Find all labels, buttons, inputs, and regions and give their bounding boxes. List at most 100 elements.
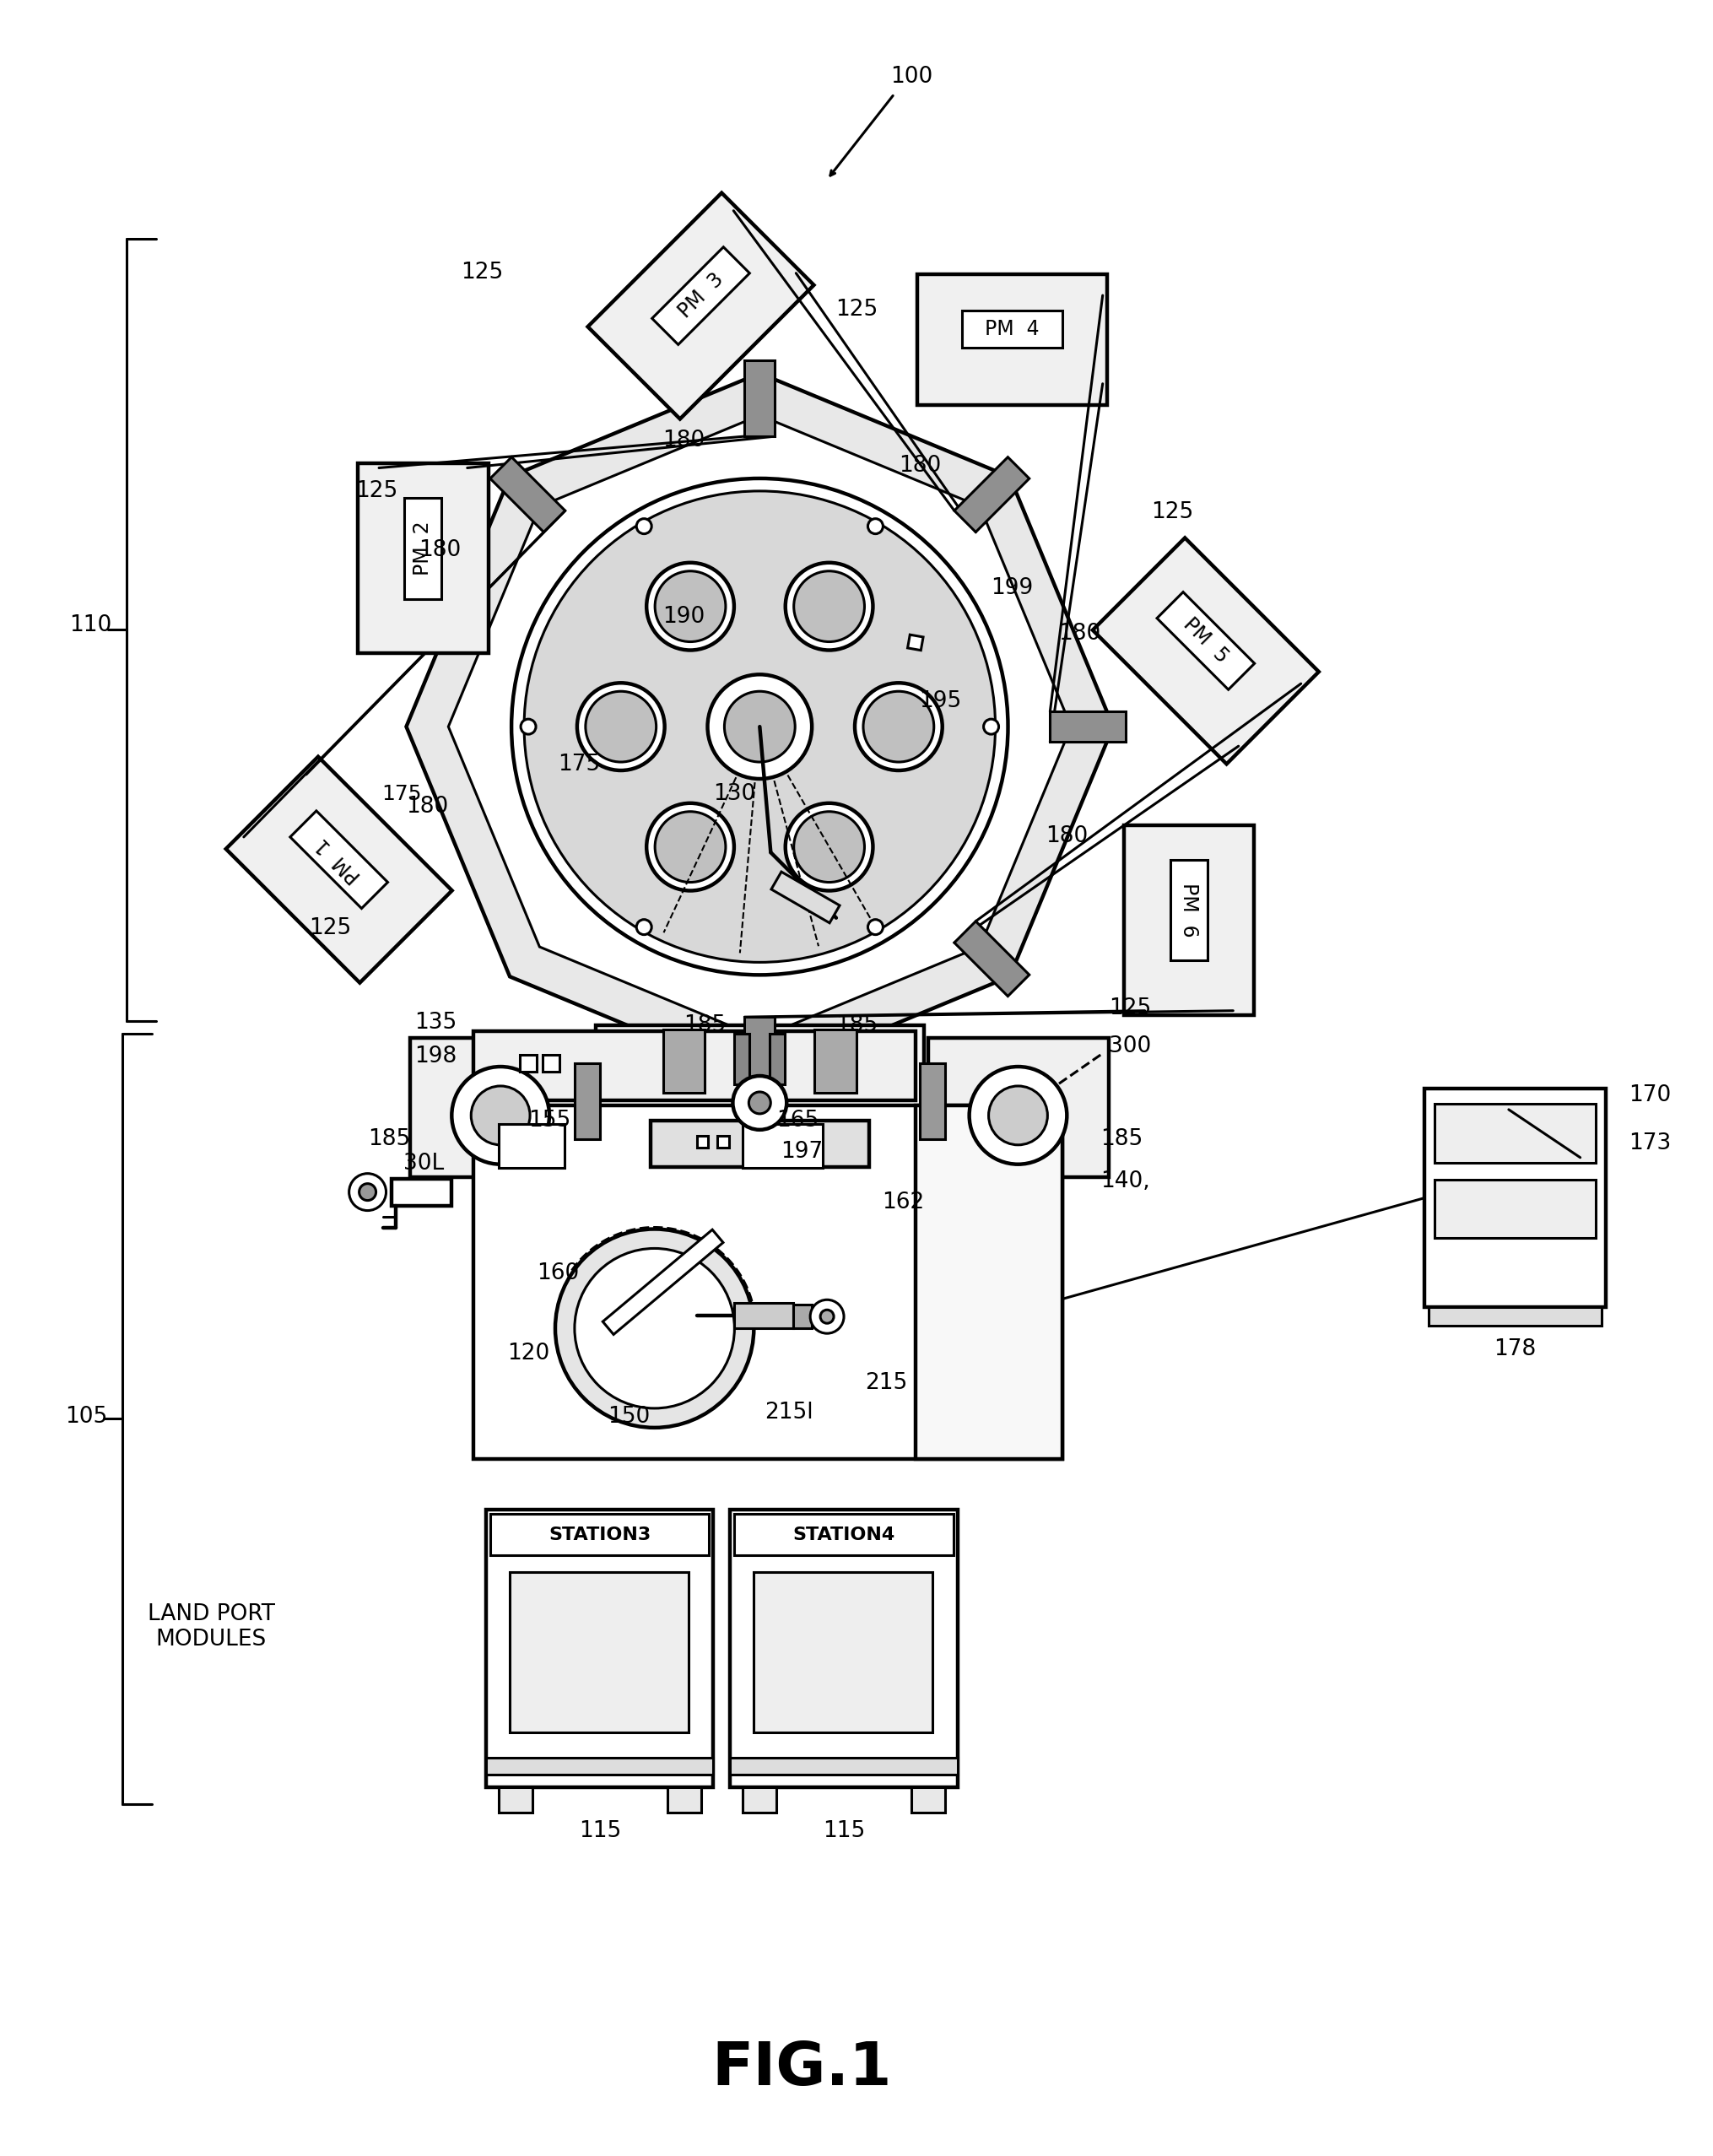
Text: 105: 105 bbox=[65, 1406, 108, 1427]
Bar bbox=[391, 1179, 452, 1205]
Bar bbox=[666, 1787, 701, 1813]
Text: 175: 175 bbox=[382, 785, 421, 804]
Polygon shape bbox=[404, 498, 442, 599]
Text: 185: 185 bbox=[1100, 1128, 1143, 1149]
Circle shape bbox=[725, 692, 795, 761]
Text: 178: 178 bbox=[1492, 1339, 1535, 1360]
Text: 180: 180 bbox=[1059, 623, 1100, 645]
Text: 180: 180 bbox=[898, 455, 940, 476]
Circle shape bbox=[983, 720, 999, 735]
Bar bbox=[735, 1035, 749, 1084]
Polygon shape bbox=[449, 416, 1071, 1037]
Text: 180: 180 bbox=[418, 539, 461, 561]
Bar bbox=[927, 1037, 1108, 1177]
Text: FIG.1: FIG.1 bbox=[711, 2040, 891, 2098]
Polygon shape bbox=[289, 811, 387, 908]
Polygon shape bbox=[961, 310, 1062, 347]
Circle shape bbox=[863, 692, 934, 761]
Text: 199: 199 bbox=[990, 578, 1033, 599]
Text: 125: 125 bbox=[834, 300, 877, 321]
Text: 30L: 30L bbox=[404, 1153, 444, 1175]
Polygon shape bbox=[771, 871, 839, 923]
Text: 125: 125 bbox=[461, 261, 504, 282]
Bar bbox=[490, 1514, 709, 1557]
Bar bbox=[486, 1509, 713, 1787]
Polygon shape bbox=[358, 464, 488, 653]
Text: PM  1: PM 1 bbox=[312, 832, 365, 886]
Text: 115: 115 bbox=[579, 1820, 620, 1841]
Circle shape bbox=[988, 1087, 1047, 1145]
Text: PM  4: PM 4 bbox=[985, 319, 1040, 341]
Text: 110: 110 bbox=[70, 614, 111, 636]
Circle shape bbox=[793, 811, 863, 882]
Polygon shape bbox=[916, 274, 1107, 405]
Circle shape bbox=[707, 675, 812, 778]
Text: 215: 215 bbox=[865, 1371, 906, 1395]
Text: 180: 180 bbox=[663, 429, 704, 451]
Text: 173: 173 bbox=[1629, 1132, 1670, 1153]
Text: 130: 130 bbox=[713, 783, 755, 804]
Text: 195: 195 bbox=[918, 690, 961, 711]
Circle shape bbox=[867, 520, 882, 535]
Circle shape bbox=[970, 1067, 1067, 1164]
Bar bbox=[915, 1106, 1062, 1460]
Bar bbox=[742, 1787, 776, 1813]
Circle shape bbox=[524, 492, 995, 962]
Polygon shape bbox=[954, 457, 1030, 533]
Circle shape bbox=[821, 1311, 833, 1324]
Circle shape bbox=[555, 1229, 754, 1427]
Polygon shape bbox=[651, 248, 749, 345]
Bar bbox=[509, 1572, 689, 1731]
Circle shape bbox=[452, 1067, 550, 1164]
Polygon shape bbox=[743, 1018, 774, 1093]
Text: 135: 135 bbox=[415, 1011, 457, 1035]
Text: 160: 160 bbox=[536, 1263, 579, 1285]
Text: 100: 100 bbox=[889, 67, 932, 88]
Polygon shape bbox=[1170, 860, 1208, 962]
Polygon shape bbox=[954, 921, 1030, 996]
Polygon shape bbox=[1156, 593, 1254, 690]
Text: STATION4: STATION4 bbox=[793, 1526, 894, 1544]
Bar bbox=[473, 1106, 1062, 1460]
Bar bbox=[519, 1054, 536, 1072]
Bar bbox=[718, 1136, 730, 1147]
Text: PM  6: PM 6 bbox=[1179, 882, 1199, 938]
Polygon shape bbox=[603, 1229, 723, 1335]
Bar bbox=[911, 1787, 944, 1813]
Text: 185: 185 bbox=[834, 1015, 877, 1037]
Bar bbox=[498, 1123, 564, 1169]
Bar bbox=[574, 1063, 600, 1138]
Circle shape bbox=[855, 683, 942, 770]
Circle shape bbox=[654, 571, 725, 642]
Text: LAND PORT
MODULES: LAND PORT MODULES bbox=[147, 1604, 274, 1651]
Bar bbox=[1434, 1104, 1595, 1162]
Circle shape bbox=[510, 479, 1007, 975]
Circle shape bbox=[521, 720, 536, 735]
Polygon shape bbox=[406, 373, 1113, 1080]
Circle shape bbox=[654, 811, 725, 882]
Text: 155: 155 bbox=[528, 1110, 570, 1132]
Polygon shape bbox=[226, 757, 452, 983]
Text: PM  2: PM 2 bbox=[413, 522, 433, 576]
Circle shape bbox=[810, 1300, 843, 1332]
Circle shape bbox=[574, 1248, 735, 1408]
Circle shape bbox=[636, 520, 651, 535]
Text: STATION3: STATION3 bbox=[548, 1526, 651, 1544]
Circle shape bbox=[646, 563, 733, 651]
Text: 140,: 140, bbox=[1100, 1171, 1149, 1192]
Circle shape bbox=[785, 804, 872, 890]
Text: 198: 198 bbox=[415, 1046, 457, 1067]
Bar bbox=[649, 1121, 868, 1166]
Text: 125: 125 bbox=[1151, 500, 1192, 524]
Bar bbox=[543, 1054, 558, 1072]
Bar bbox=[1429, 1307, 1600, 1326]
Text: 190: 190 bbox=[663, 606, 704, 627]
Circle shape bbox=[360, 1184, 375, 1201]
Text: 180: 180 bbox=[406, 796, 449, 817]
Bar bbox=[1434, 1179, 1595, 1238]
Bar bbox=[769, 1035, 785, 1084]
Polygon shape bbox=[1093, 537, 1317, 763]
Bar bbox=[498, 1787, 533, 1813]
Text: 185: 185 bbox=[683, 1015, 726, 1037]
Bar bbox=[754, 1572, 932, 1731]
